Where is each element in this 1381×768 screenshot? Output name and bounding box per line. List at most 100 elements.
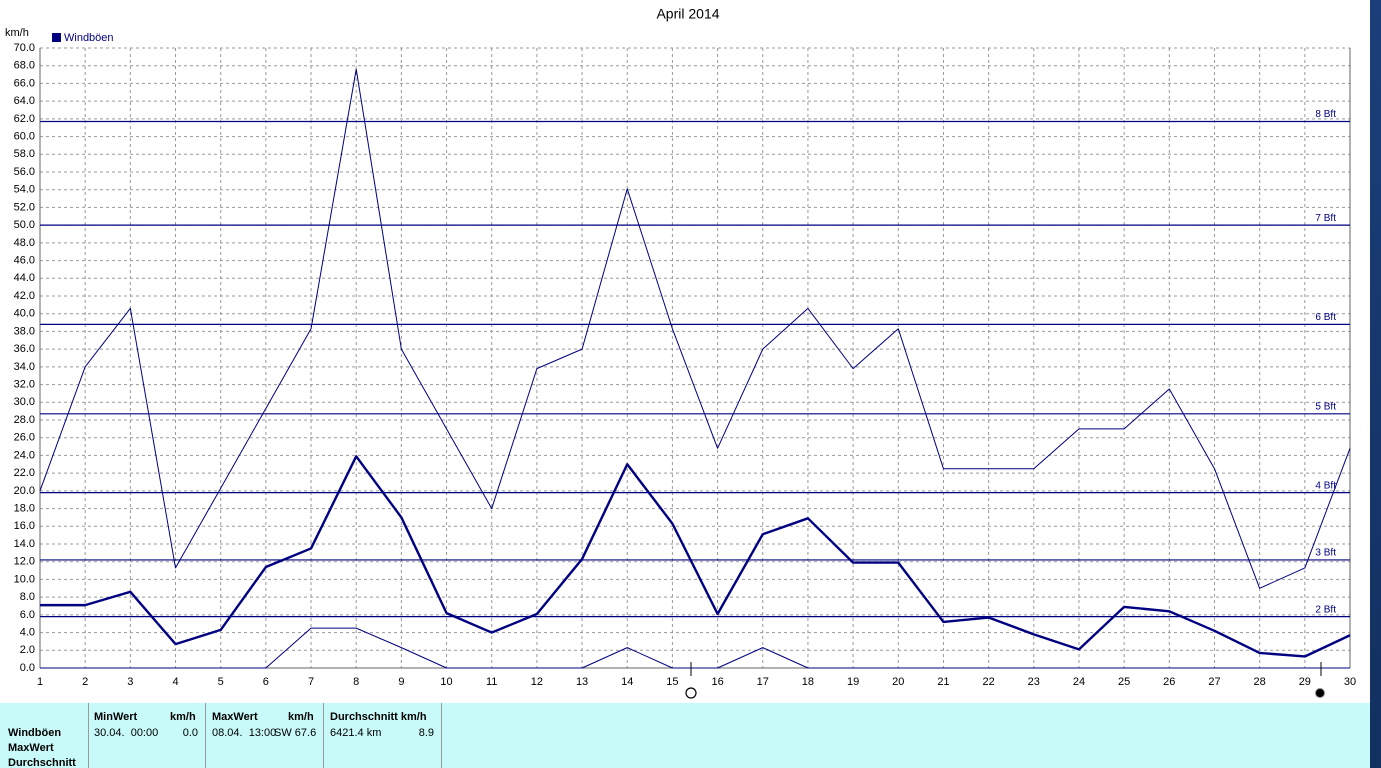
x-tick-label: 5 [218, 676, 224, 688]
x-tick-label: 6 [263, 676, 269, 688]
column-header: Durchschnitt km/h [330, 711, 427, 723]
cell: 8.9 [418, 727, 434, 739]
stats-table: Windböen MaxWert Durchschnitt MinWert km… [0, 703, 1370, 768]
y-tick-label: 56.0 [14, 166, 35, 178]
x-tick-label: 14 [621, 676, 633, 688]
row-label: MaxWert [8, 742, 54, 754]
x-tick-label: 18 [802, 676, 814, 688]
y-tick-label: 4.0 [20, 626, 35, 638]
x-tick-label: 28 [1254, 676, 1266, 688]
x-tick-label: 26 [1163, 676, 1175, 688]
x-tick-label: 10 [440, 676, 452, 688]
y-tick-label: 10.0 [14, 573, 35, 585]
y-tick-label: 6.0 [20, 609, 35, 621]
y-tick-label: 20.0 [14, 485, 35, 497]
y-tick-label: 40.0 [14, 308, 35, 320]
x-tick-label: 17 [757, 676, 769, 688]
reference-label: 3 Bft [1315, 548, 1336, 559]
y-tick-label: 32.0 [14, 378, 35, 390]
cell: 6421.4 km [330, 727, 382, 739]
x-tick-label: 27 [1208, 676, 1220, 688]
x-tick-label: 21 [937, 676, 949, 688]
full-moon [685, 687, 697, 699]
x-tick-label: 4 [172, 676, 178, 688]
y-tick-label: 18.0 [14, 502, 35, 514]
x-tick-label: 30 [1344, 676, 1356, 688]
x-tick-label: 12 [531, 676, 543, 688]
y-tick-label: 2.0 [20, 644, 35, 656]
desktop-edge [1370, 0, 1381, 768]
y-tick-label: 68.0 [14, 60, 35, 72]
x-tick-label: 11 [486, 676, 497, 688]
row-label: Windböen [8, 727, 62, 739]
y-tick-label: 30.0 [14, 396, 35, 408]
y-tick-label: 22.0 [14, 467, 35, 479]
x-tick-label: 13 [576, 676, 588, 688]
y-tick-label: 64.0 [14, 95, 35, 107]
y-axis-label: km/h [5, 27, 29, 39]
column-header: MinWert [94, 711, 138, 723]
x-tick-label: 7 [308, 676, 314, 688]
y-tick-label: 26.0 [14, 432, 35, 444]
cell: 0.0 [182, 727, 198, 739]
y-tick-label: 24.0 [14, 449, 35, 461]
y-tick-label: 66.0 [14, 77, 35, 89]
reference-label: 6 Bft [1315, 312, 1336, 323]
cell: 08.04. 13:00 [212, 727, 277, 739]
chart-title: April 2014 [656, 6, 719, 22]
x-tick-label: 16 [711, 676, 723, 688]
y-tick-label: 52.0 [14, 201, 35, 213]
x-tick-label: 22 [982, 676, 994, 688]
separator [88, 703, 89, 768]
column-unit: km/h [288, 711, 314, 723]
reference-label: 7 Bft [1315, 213, 1336, 224]
y-tick-label: 34.0 [14, 361, 35, 373]
column-unit: km/h [170, 711, 196, 723]
x-tick-label: 15 [666, 676, 678, 688]
series-line [40, 455, 1351, 658]
y-tick-label: 12.0 [14, 556, 35, 568]
row-label: Durchschnitt [8, 757, 76, 768]
y-tick-label: 8.0 [20, 591, 35, 603]
y-tick-label: 14.0 [14, 538, 35, 550]
x-tick-label: 20 [892, 676, 904, 688]
y-tick-label: 62.0 [14, 113, 35, 125]
y-tick-label: 44.0 [14, 272, 35, 284]
reference-label: 4 Bft [1315, 480, 1336, 491]
x-tick-label: 24 [1073, 676, 1085, 688]
cell: 30.04. 00:00 [94, 727, 159, 739]
y-tick-label: 16.0 [14, 520, 35, 532]
x-tick-label: 3 [127, 676, 133, 688]
x-tick-label: 2 [82, 676, 88, 688]
cell: SW 67.6 [274, 727, 317, 739]
separator [441, 703, 442, 768]
x-tick-label: 1 [37, 676, 43, 688]
legend-label: Windböen [64, 32, 114, 44]
y-tick-label: 38.0 [14, 325, 35, 337]
x-tick-label: 23 [1028, 676, 1040, 688]
separator [205, 703, 206, 768]
legend-marker [52, 33, 61, 42]
separator [323, 703, 324, 768]
y-tick-label: 54.0 [14, 184, 35, 196]
chart: April 2014 km/h 0.0 2.0 4.0 6.0 8.0 10.0 12.0 1… [5, 6, 1356, 699]
x-tick-label: 25 [1118, 676, 1130, 688]
y-tick-label: 70.0 [14, 42, 35, 54]
y-tick-label: 50.0 [14, 219, 35, 231]
y-tick-label: 58.0 [14, 148, 35, 160]
reference-label: 8 Bft [1315, 109, 1336, 120]
reference-label: 5 Bft [1315, 401, 1336, 412]
x-tick-label: 19 [847, 676, 859, 688]
new-moon [1315, 688, 1325, 698]
column-header: MaxWert [212, 711, 258, 723]
y-tick-label: 60.0 [14, 130, 35, 142]
y-tick-label: 0.0 [20, 662, 35, 674]
y-tick-label: 28.0 [14, 414, 35, 426]
y-tick-label: 42.0 [14, 290, 35, 302]
x-tick-label: 8 [353, 676, 359, 688]
x-tick-label: 29 [1299, 676, 1311, 688]
x-tick-label: 9 [398, 676, 404, 688]
y-tick-label: 46.0 [14, 254, 35, 266]
y-tick-label: 48.0 [14, 237, 35, 249]
